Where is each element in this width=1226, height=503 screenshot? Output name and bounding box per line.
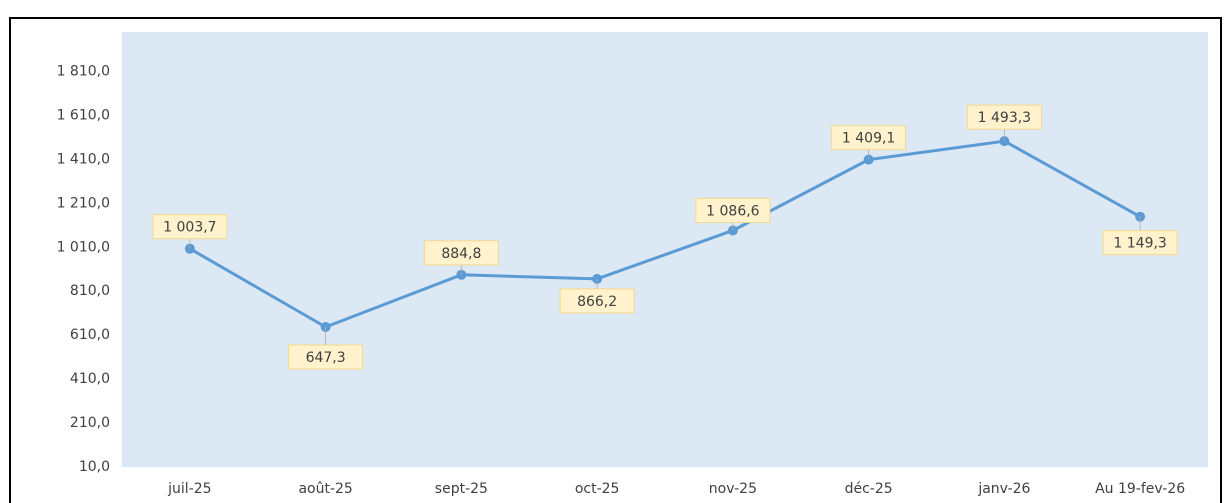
y-tick-label: 1 410,0 — [57, 151, 110, 167]
plot-area — [122, 32, 1208, 467]
data-label-box — [695, 197, 771, 223]
y-tick-label: 1 810,0 — [57, 64, 110, 80]
line — [189, 139, 1141, 329]
data-label-box — [831, 125, 907, 151]
y-tick-label: 410,0 — [70, 371, 110, 387]
x-tick-label: déc-25 — [845, 481, 893, 497]
data-label: 1 409,1 — [842, 131, 895, 147]
data-label: 884,8 — [441, 246, 481, 262]
y-tick-label: 1 210,0 — [57, 195, 110, 211]
data-label-box — [559, 288, 635, 314]
y-tick-label: 810,0 — [70, 283, 110, 299]
data-label: 1 493,3 — [978, 110, 1031, 126]
x-tick-label: janv-26 — [977, 481, 1030, 497]
data-label-box — [288, 344, 364, 370]
x-tick-label: août-25 — [298, 481, 352, 497]
data-label-box — [966, 104, 1042, 130]
y-tick-label: 1 010,0 — [57, 239, 110, 255]
data-label-box — [423, 240, 499, 266]
x-tick-label: sept-25 — [435, 481, 488, 497]
y-tick-label: 610,0 — [70, 327, 110, 343]
x-tick-label: Au 19-fev-26 — [1095, 481, 1185, 497]
data-label: 1 086,6 — [706, 203, 760, 219]
x-tick-label: juil-25 — [167, 481, 211, 497]
y-tick-label: 10,0 — [79, 459, 110, 475]
data-label: 866,2 — [577, 294, 617, 310]
data-label: 647,3 — [306, 350, 346, 366]
data-label-box — [1102, 230, 1178, 256]
y-tick-label: 210,0 — [70, 415, 110, 431]
data-label: 1 149,3 — [1113, 236, 1166, 252]
data-label-box — [152, 214, 228, 240]
data-label: 1 003,7 — [163, 220, 216, 236]
y-tick-label: 1 610,0 — [57, 107, 110, 123]
x-tick-label: oct-25 — [575, 481, 620, 497]
x-tick-label: nov-25 — [709, 481, 757, 497]
